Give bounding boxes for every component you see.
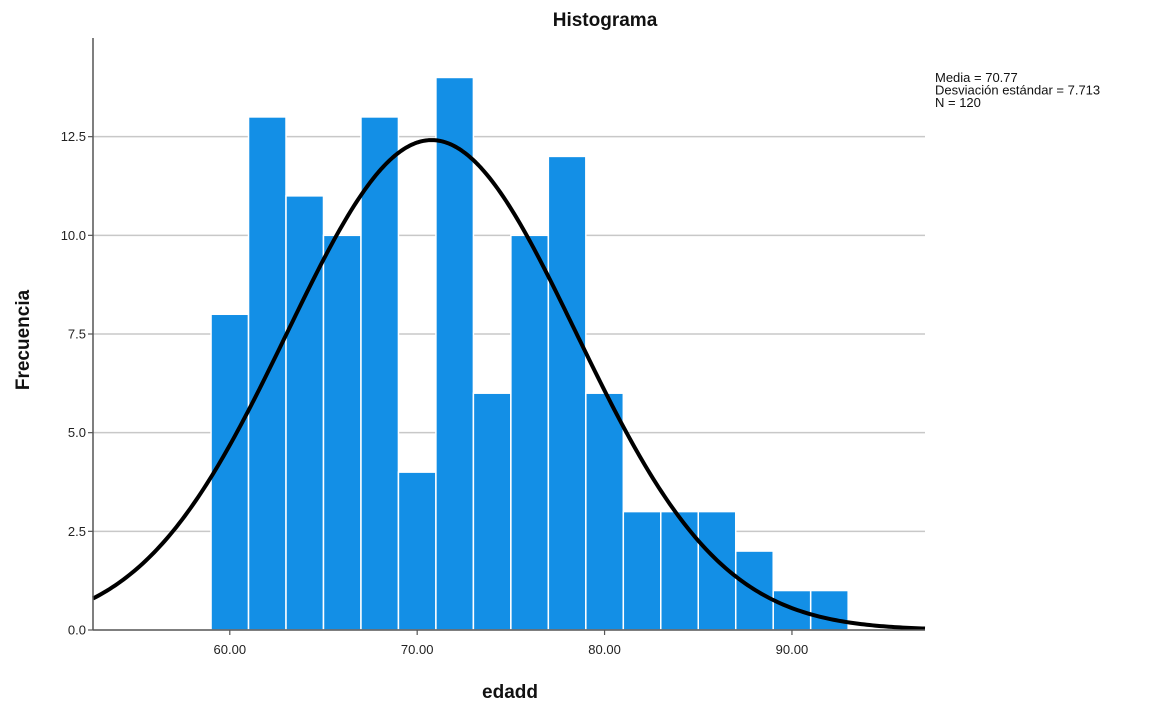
y-tick-label: 10.0 xyxy=(61,228,86,243)
normal-curve xyxy=(92,138,926,631)
x-tick-label: 70.00 xyxy=(401,642,434,657)
histogram-bar xyxy=(547,155,587,631)
y-tick-label: 2.5 xyxy=(68,524,86,539)
histogram-bar xyxy=(322,234,362,631)
y-axis-ticks: 0.0 2.5 5.0 7.5 10.0 12.5 xyxy=(61,129,93,638)
y-tick-label: 0.0 xyxy=(68,623,86,638)
stat-line: Desviación estándar = 7.713 xyxy=(935,83,1100,98)
histogram-bar xyxy=(809,589,849,631)
histogram-bar xyxy=(397,471,437,631)
x-axis-ticks: 60.00 70.00 80.00 90.00 xyxy=(214,630,809,657)
normal-curve-layer xyxy=(92,138,926,631)
histogram-bar xyxy=(210,313,250,631)
y-tick-label: 5.0 xyxy=(68,425,86,440)
histogram-bar xyxy=(510,234,550,631)
chart-title: Histograma xyxy=(553,10,658,31)
x-tick-label: 60.00 xyxy=(214,642,247,657)
histogram-bar xyxy=(622,510,662,631)
stat-line: Media = 70.77 xyxy=(935,70,1018,85)
y-tick-label: 12.5 xyxy=(61,129,86,144)
stat-line: N = 120 xyxy=(935,95,981,110)
x-tick-label: 90.00 xyxy=(776,642,809,657)
y-axis-title: Frecuencia xyxy=(13,289,34,390)
histogram-bar xyxy=(285,195,325,631)
x-tick-label: 80.00 xyxy=(588,642,621,657)
histogram-bar xyxy=(585,392,625,631)
histogram-bars xyxy=(210,76,849,631)
histogram-bar xyxy=(772,589,812,631)
y-tick-label: 7.5 xyxy=(68,327,86,342)
histogram-bar xyxy=(660,510,700,631)
histogram-bar xyxy=(435,76,475,631)
histogram-bar xyxy=(360,116,400,631)
x-axis-title: edadd xyxy=(482,682,538,703)
histogram-bar xyxy=(472,392,512,631)
